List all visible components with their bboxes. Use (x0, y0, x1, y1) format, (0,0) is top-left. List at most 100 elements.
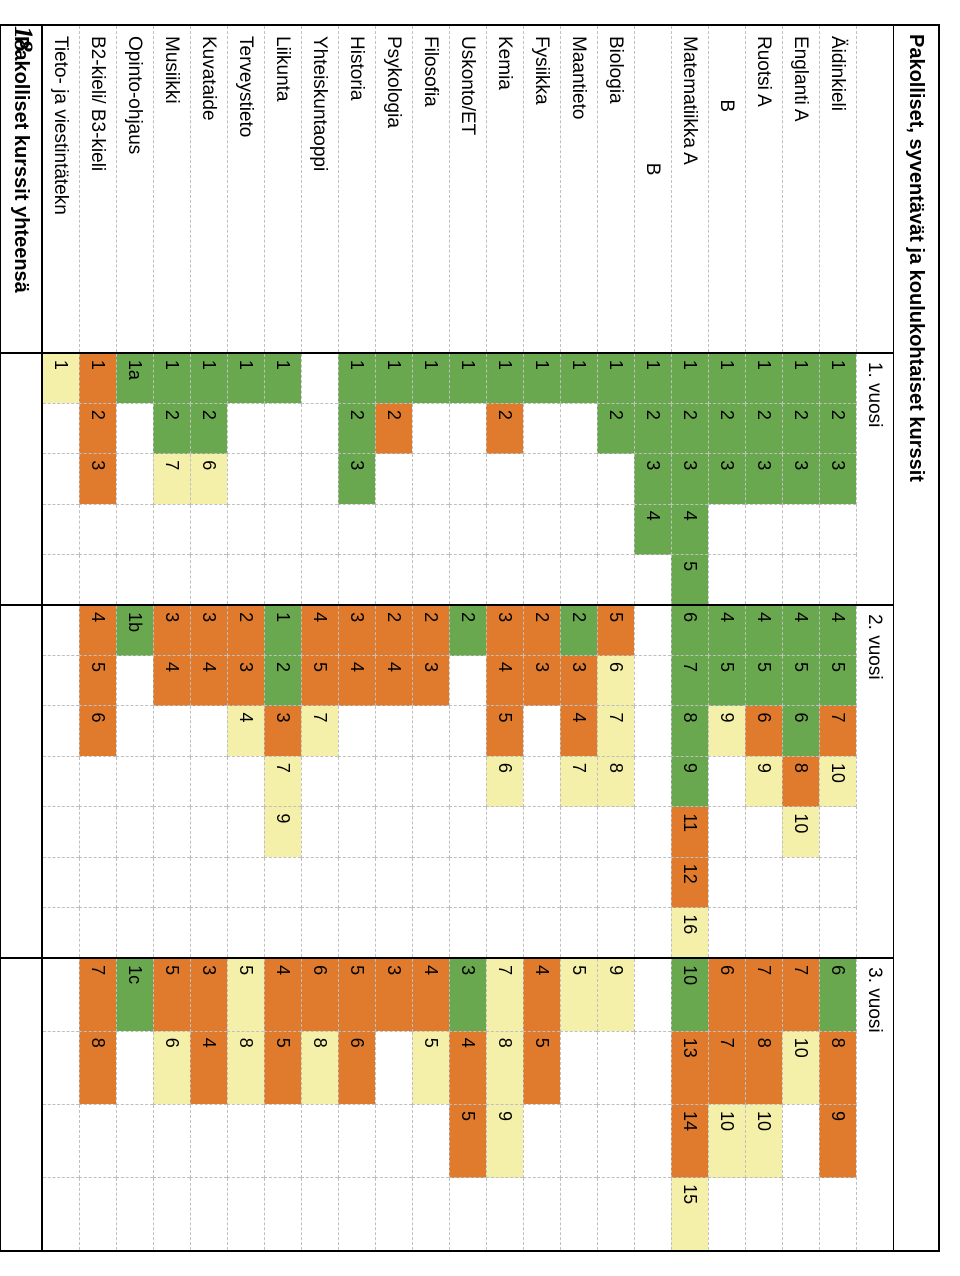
course-cell (635, 756, 672, 806)
course-cell (302, 454, 339, 504)
course-cell: 3 (413, 656, 450, 706)
course-cell (709, 857, 746, 907)
course-cell (746, 807, 783, 857)
course-cell: 2 (228, 605, 265, 655)
course-cell: 12 (672, 857, 709, 907)
course-cell: 10 (820, 756, 857, 806)
course-cell (635, 857, 672, 907)
course-cell (339, 1178, 376, 1251)
course-cell (228, 756, 265, 806)
course-cell: 5 (80, 656, 117, 706)
course-cell (117, 454, 154, 504)
course-cell: 7 (302, 706, 339, 756)
course-cell: 4 (709, 605, 746, 655)
course-cell (746, 1178, 783, 1251)
subject-label: Matematiikka A (672, 25, 709, 353)
subject-label: Yhteiskuntaoppi (302, 25, 339, 353)
course-cell: 10 (709, 1104, 746, 1177)
course-cell (709, 555, 746, 605)
course-cell (635, 1031, 672, 1104)
course-cell (487, 857, 524, 907)
course-cell (746, 555, 783, 605)
course-cell: 2 (672, 403, 709, 453)
course-cell (413, 555, 450, 605)
course-cell (339, 756, 376, 806)
course-cell: 6 (820, 958, 857, 1031)
course-cell (746, 908, 783, 958)
course-cell (709, 908, 746, 958)
course-cell (42, 656, 80, 706)
course-cell: 8 (820, 1031, 857, 1104)
course-cell: 9 (672, 756, 709, 806)
course-cell: 10 (746, 1104, 783, 1177)
course-cell: 2 (450, 605, 487, 655)
course-cell (413, 403, 450, 453)
course-cell (117, 1104, 154, 1177)
course-cell (42, 807, 80, 857)
course-cell (339, 706, 376, 756)
subject-label: B (709, 25, 746, 353)
course-cell: 5 (154, 958, 191, 1031)
course-cell (228, 504, 265, 554)
course-cell: 4 (413, 958, 450, 1031)
course-cell (154, 706, 191, 756)
course-cell: 6 (191, 454, 228, 504)
course-cell: 5 (228, 958, 265, 1031)
course-cell (42, 706, 80, 756)
subject-label: Filosofia (413, 25, 450, 353)
course-cell (524, 908, 561, 958)
course-cell (524, 756, 561, 806)
course-cell: 4 (191, 656, 228, 706)
course-cell (302, 857, 339, 907)
course-cell: 3 (561, 656, 598, 706)
course-cell: 4 (265, 958, 302, 1031)
course-cell (191, 1178, 228, 1251)
course-cell: 4 (524, 958, 561, 1031)
course-cell (450, 807, 487, 857)
course-cell: 1 (265, 605, 302, 655)
year-header: 3. vuosi (857, 958, 894, 1251)
course-cell (635, 1178, 672, 1251)
course-cell (191, 756, 228, 806)
course-cell: 8 (598, 756, 635, 806)
course-cell (42, 1031, 80, 1104)
subject-label: Tieto- ja viestintätekn (42, 25, 80, 353)
year-header: 1. vuosi (857, 353, 894, 605)
page-number: 18 (8, 26, 38, 52)
course-cell (117, 706, 154, 756)
course-cell: 1a (117, 353, 154, 403)
course-cell (820, 555, 857, 605)
course-cell: 3 (154, 605, 191, 655)
course-cell: 3 (783, 454, 820, 504)
course-cell: 1 (154, 353, 191, 403)
course-cell (376, 504, 413, 554)
course-cell (228, 807, 265, 857)
course-cell: 16 (672, 908, 709, 958)
course-cell: 5 (339, 958, 376, 1031)
course-cell: 7 (265, 756, 302, 806)
course-cell: 7 (746, 958, 783, 1031)
course-cell (524, 504, 561, 554)
course-cell: 2 (154, 403, 191, 453)
subject-label: B (635, 25, 672, 353)
course-cell (524, 555, 561, 605)
course-cell (265, 555, 302, 605)
subject-label: Psykologia (376, 25, 413, 353)
course-cell (783, 1104, 820, 1177)
course-cell: 1 (80, 353, 117, 403)
course-cell: 8 (783, 756, 820, 806)
course-cell: 3 (450, 958, 487, 1031)
course-cell: 2 (524, 605, 561, 655)
course-cell (191, 1104, 228, 1177)
course-cell: 1 (709, 353, 746, 403)
course-cell: 1c (117, 958, 154, 1031)
course-cell: 9 (487, 1104, 524, 1177)
course-cell: 3 (265, 706, 302, 756)
course-cell: 4 (302, 605, 339, 655)
course-cell: 8 (672, 706, 709, 756)
course-cell (376, 857, 413, 907)
course-cell (598, 555, 635, 605)
course-cell: 1 (228, 353, 265, 403)
course-cell (635, 958, 672, 1031)
course-cell (302, 555, 339, 605)
